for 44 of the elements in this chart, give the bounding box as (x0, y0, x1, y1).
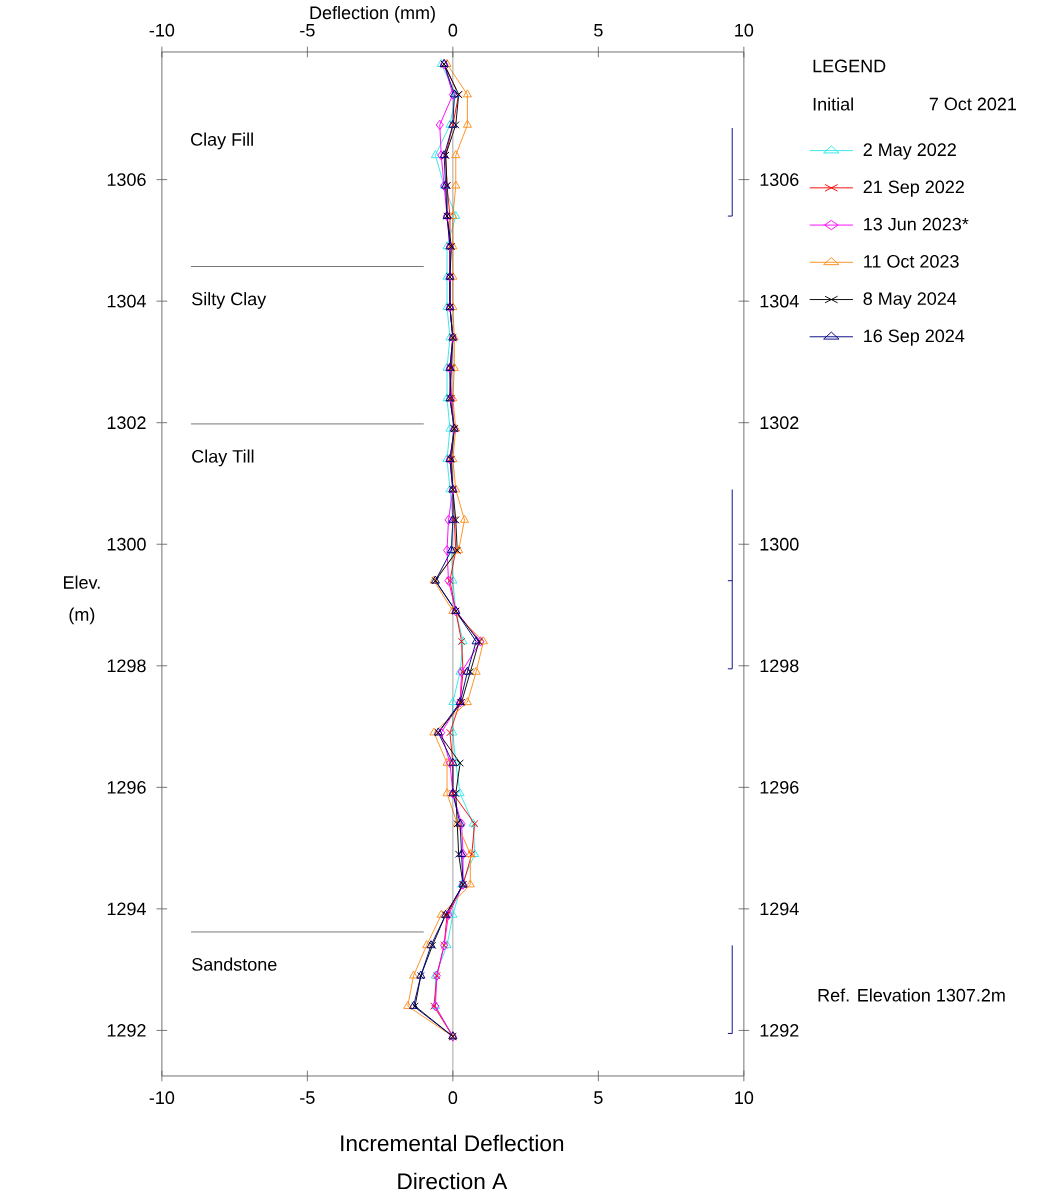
y2-tick-label: 1292 (760, 1024, 799, 1037)
y-tick-label: 1294 (107, 902, 147, 916)
y2-tick-label: 1306 (760, 173, 799, 186)
y2-tick-label: 1296 (760, 780, 799, 794)
x2-tick-label: 5 (594, 24, 603, 37)
text: Direction A (398, 1172, 508, 1190)
x2-tick-label: -10 (149, 23, 175, 37)
x2-axis-title: Deflection (mm) (310, 5, 435, 23)
x-tick-label: 0 (448, 1091, 458, 1105)
y-axis-title: Elev. (m) (64, 575, 100, 625)
y-tick-label: 1300 (107, 537, 146, 551)
legend-label: 8 May 2024 (863, 292, 957, 309)
legend-label: 2 May 2022 (863, 143, 956, 160)
y-tick-label: 1304 (107, 294, 147, 308)
x-tick-label: 10 (735, 1091, 754, 1105)
x2-tick-label: -5 (300, 24, 315, 37)
y2-tick-label: 1294 (760, 902, 799, 916)
x2-tick-label: 10 (735, 23, 754, 37)
legend-label: 13 Jun 2023* (864, 217, 969, 231)
y-tick-label: 1302 (107, 416, 146, 430)
text: 7 Oct 2021 (929, 97, 1017, 111)
annotation: Clay Fill (191, 132, 253, 150)
x-tick-label: -5 (300, 1091, 315, 1104)
legend-label: 11 Oct 2023 (864, 255, 959, 268)
x2-tick-label: 0 (448, 23, 458, 37)
legend-label: 16 Sep 2024 (864, 329, 965, 346)
y-tick-label: 1298 (107, 659, 146, 673)
text: Initial (813, 97, 854, 111)
y-tick-label: 1292 (107, 1024, 146, 1037)
ref-line-label: Clay Till (192, 449, 254, 467)
ref-line-label: Silty Clay (192, 292, 267, 309)
y-tick-label: 1306 (107, 173, 146, 186)
x-tick-label: -10 (149, 1091, 175, 1105)
y2-tick-label: 1300 (760, 537, 799, 551)
legend-title: LEGEND (813, 59, 886, 73)
x-tick-label: 5 (594, 1091, 603, 1104)
y2-tick-label: 1298 (760, 659, 799, 673)
y2-tick-label: 1304 (760, 294, 799, 308)
y2-tick-label: 1302 (760, 416, 799, 430)
ref-line-label: Sandstone (192, 957, 277, 971)
text: Ref. Elevation 1307.2m (818, 988, 1005, 1002)
y-tick-label: 1296 (107, 780, 146, 794)
x-axis-title: Incremental Deflection (341, 1134, 564, 1152)
legend-label: 21 Sep 2022 (863, 180, 964, 197)
